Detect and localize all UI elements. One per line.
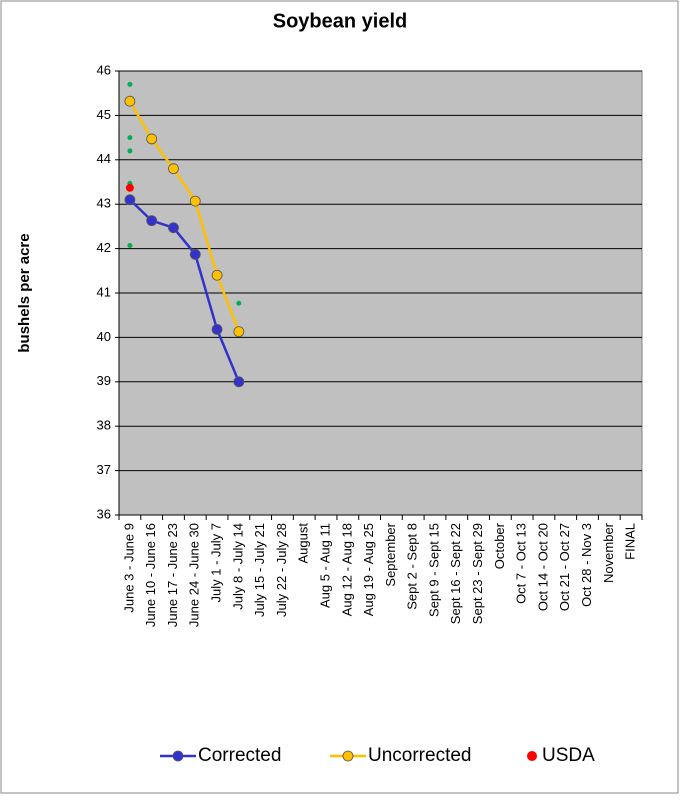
data-point: [124, 95, 136, 107]
data-point: [236, 300, 242, 306]
x-tick-label: Oct 28 - Nov 3: [579, 523, 594, 607]
x-tick-label: July 15 - July 21: [252, 523, 267, 617]
x-tick-label: July 22 - July 28: [274, 523, 289, 617]
x-tick-label: October: [492, 522, 507, 569]
data-point: [127, 135, 133, 141]
x-tick-label: Aug 12 - Aug 18: [339, 523, 354, 616]
x-tick-label: June 24 - June 30: [187, 523, 202, 627]
x-tick-label: July 8 - July 14: [230, 523, 245, 610]
legend-label: Corrected: [198, 745, 281, 766]
x-tick-label: August: [296, 523, 311, 564]
data-point: [127, 81, 133, 87]
y-tick-label: 39: [97, 373, 111, 388]
x-tick-label: June 10 - June 16: [143, 523, 158, 627]
y-axis-label: bushels per acre: [16, 233, 33, 352]
data-point: [168, 222, 179, 234]
x-tick-label: Oct 14 - Oct 20: [535, 523, 550, 611]
y-tick-label: 40: [97, 329, 111, 344]
y-tick-label: 42: [97, 240, 111, 255]
data-point: [127, 148, 133, 154]
y-tick-label: 46: [97, 62, 111, 77]
legend-label: USDA: [542, 745, 595, 766]
x-tick-label: Sept 9 - Sept 15: [426, 523, 441, 617]
legend-marker: [172, 750, 184, 762]
data-point: [211, 269, 223, 281]
data-point: [127, 242, 133, 248]
legend-marker: [342, 750, 354, 762]
data-point: [233, 376, 245, 388]
x-tick-label: Aug 5 - Aug 11: [317, 523, 332, 608]
data-point: [146, 133, 158, 145]
legend-label: Uncorrected: [368, 745, 472, 766]
y-tick-label: 45: [97, 107, 111, 122]
y-tick-label: 36: [97, 506, 111, 521]
x-tick-label: Oct 21 - Oct 27: [557, 523, 572, 611]
data-point: [168, 163, 179, 175]
data-point: [211, 324, 223, 335]
data-point: [124, 194, 136, 206]
x-tick-label: FINAL: [623, 523, 638, 560]
legend-marker: [527, 751, 537, 761]
data-point: [233, 326, 245, 338]
x-tick-label: September: [383, 522, 398, 586]
x-tick-label: Oct 7 - Oct 13: [514, 523, 529, 604]
y-tick-label: 43: [97, 196, 111, 211]
x-tick-label: November: [601, 522, 616, 583]
y-tick-label: 38: [97, 418, 111, 433]
x-tick-label: Aug 19 - Aug 25: [361, 523, 376, 616]
y-tick-label: 37: [97, 462, 111, 477]
y-tick-label: 44: [97, 151, 111, 166]
x-tick-label: July 1 - July 7: [209, 523, 224, 602]
x-tick-label: Sept 16 - Sept 22: [448, 523, 463, 624]
y-tick-label: 41: [97, 284, 111, 299]
x-tick-label: Sept 2 - Sept 8: [405, 523, 420, 610]
data-point: [189, 195, 201, 207]
series-line: [128, 100, 241, 333]
data-point: [189, 248, 201, 260]
x-tick-label: June 3 - June 9: [121, 523, 136, 613]
x-tick-label: Sept 23 - Sept 29: [470, 523, 485, 624]
data-point: [146, 215, 158, 227]
data-point: [125, 183, 134, 192]
x-tick-label: June 17 - June 23: [165, 523, 180, 627]
chart-title: Soybean yield: [273, 10, 408, 32]
